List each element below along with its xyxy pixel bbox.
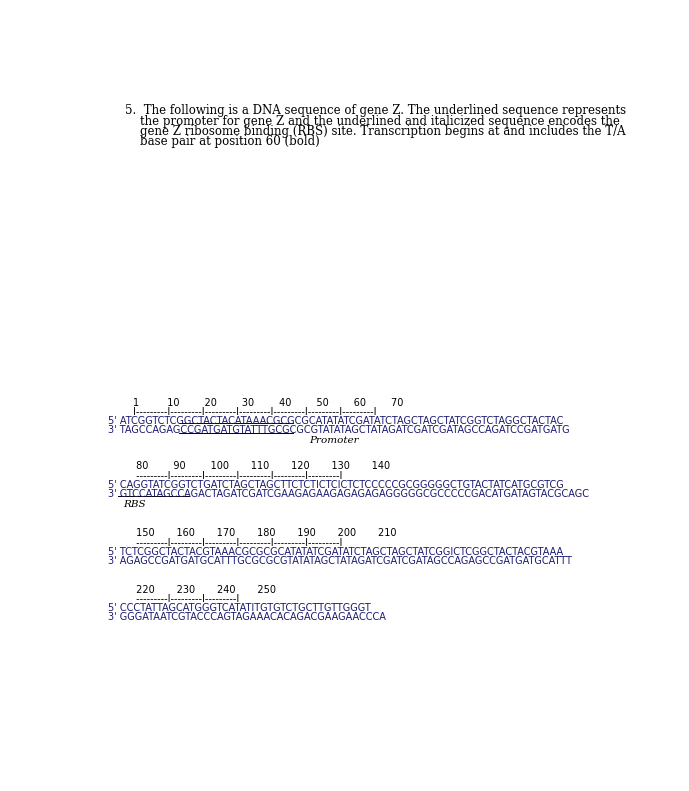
Text: I---------I---------I---------I---------I---------I---------I---------I: I---------I---------I---------I---------… xyxy=(107,407,376,417)
Text: RBS: RBS xyxy=(123,500,146,509)
Text: 80        90        100       110       120       130       140: 80 90 100 110 120 130 140 xyxy=(107,461,390,471)
Text: 220       230       240       250: 220 230 240 250 xyxy=(107,585,276,595)
Text: ---------I---------I---------I---------I---------I---------I: ---------I---------I---------I---------I… xyxy=(107,538,342,547)
Text: the promoter for gene Z and the underlined and italicized sequence encodes the: the promoter for gene Z and the underlin… xyxy=(125,115,619,127)
Text: 5' CCCTATTAGCATGGGTCATATITGTGTCTGCTTGTTGGGT: 5' CCCTATTAGCATGGGTCATATITGTGTCTGCTTGTTG… xyxy=(107,603,371,613)
Text: 5' CAGGTATCGGTCTGATCTAGCTAGCTTCTCTICTCICTCTCCCCCGCGGGGGCTGTACTATCATGCGTCG: 5' CAGGTATCGGTCTGATCTAGCTAGCTTCTCTICTCIC… xyxy=(107,480,564,490)
Text: 5' TCTCGGCTACTACGTAAACGCGCGCATATATCGATATCTAGCTAGCTATCGGICTCGGCTACTACGTAAA: 5' TCTCGGCTACTACGTAAACGCGCGCATATATCGATAT… xyxy=(107,547,563,557)
Text: Promoter: Promoter xyxy=(309,437,359,445)
Text: 150       160       170       180       190       200       210: 150 160 170 180 190 200 210 xyxy=(107,528,396,539)
Text: 3' TAGCCAGAGCCGATGATGTATTTGCGCGCGTATATAGCTATAGATCGATCGATAGCCAGATCCGATGATG: 3' TAGCCAGAGCCGATGATGTATTTGCGCGCGTATATAG… xyxy=(107,426,569,435)
Text: gene Z ribosome binding (RBS) site. Transcription begins at and includes the T/A: gene Z ribosome binding (RBS) site. Tran… xyxy=(125,125,626,138)
Text: ---------I---------I---------I: ---------I---------I---------I xyxy=(107,594,239,604)
Text: 5' ATCGGTCTCGGCTACTACATAAACGCGCGCATATATCGATATCTAGCTAGCTATCGGTCTAGGCTACTAC: 5' ATCGGTCTCGGCTACTACATAAACGCGCGCATATATC… xyxy=(107,416,563,426)
Text: ---------I---------I---------I---------I---------I---------I: ---------I---------I---------I---------I… xyxy=(107,471,342,481)
Text: 3' AGAGCCGATGATGCATTTGCGCGCGTATATAGCTATAGATCGATCGATAGCCAGAGCCGATGATGCATTT: 3' AGAGCCGATGATGCATTTGCGCGCGTATATAGCTATA… xyxy=(107,556,572,566)
Text: 3' GGGATAATCGTACCCAGTAGAAACACAGACGAAGAACCCA: 3' GGGATAATCGTACCCAGTAGAAACACAGACGAAGAAC… xyxy=(107,612,386,623)
Text: 3' GTCCATAGCCAGACTAGATCGATCGAAGAGAAGAGAGAGAGGGGGCGCCCCCGACATGATAGTACGCAGC: 3' GTCCATAGCCAGACTAGATCGATCGAAGAGAAGAGAG… xyxy=(107,489,589,499)
Text: 1         10        20        30        40        50        60        70: 1 10 20 30 40 50 60 70 xyxy=(107,398,403,407)
Text: base pair at position 60 (bold): base pair at position 60 (bold) xyxy=(125,135,320,149)
Text: 5.  The following is a DNA sequence of gene Z. The underlined sequence represent: 5. The following is a DNA sequence of ge… xyxy=(125,104,626,117)
